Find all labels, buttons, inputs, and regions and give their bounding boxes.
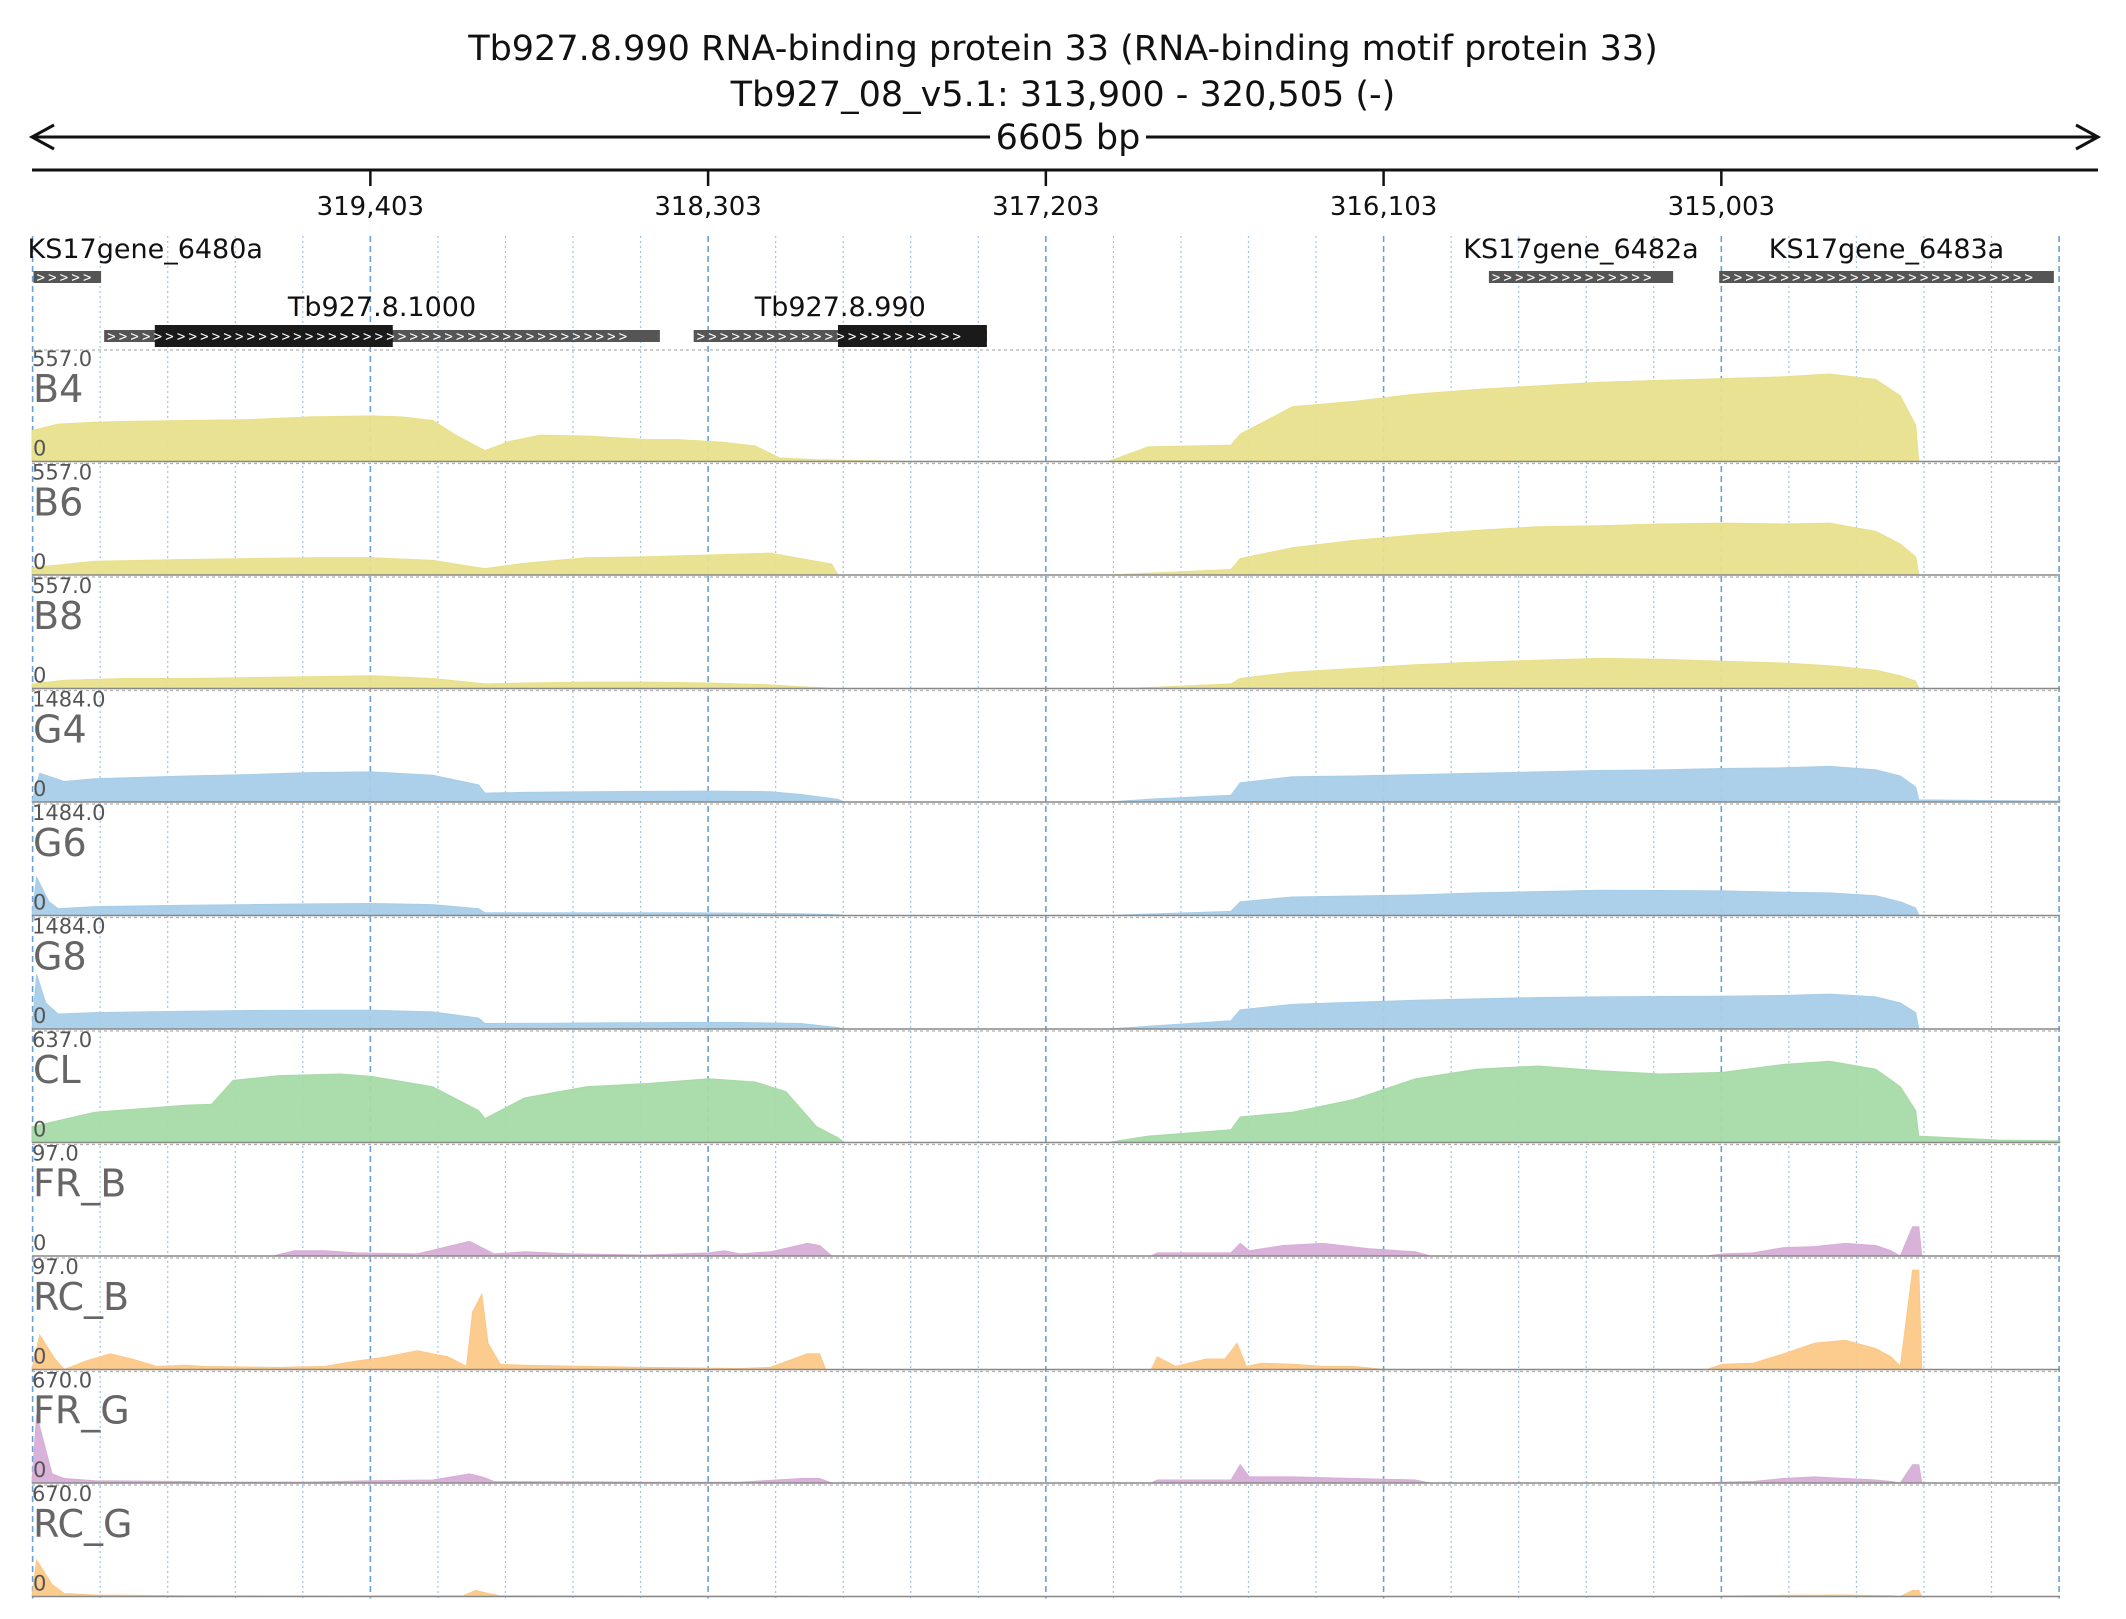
gene-label: Tb927.8.990 <box>754 292 926 323</box>
track-min-label: 0 <box>33 1345 46 1369</box>
track-max-label: 1484.0 <box>32 801 105 825</box>
tick-label: 316,103 <box>1330 192 1438 222</box>
track-name: RC_B <box>33 1275 129 1319</box>
gene-body <box>1719 271 2054 283</box>
gene-feature: >>>>>>>>>>>>>> KS17gene_6482a <box>1463 234 1698 286</box>
track-min-label: 0 <box>33 777 46 801</box>
gene-body <box>33 271 102 283</box>
track-name: FR_B <box>33 1162 126 1206</box>
coverage-area <box>31 373 2060 462</box>
coverage-track: 557.0B8 0 <box>31 574 2060 690</box>
coverage-tracks: 557.0B40557.0B60557.0B801484.0G401484.0G… <box>31 347 2061 1598</box>
coverage-track: 670.0RC_G 0 <box>31 1482 2060 1598</box>
gene-feature: >>>>>>>>>>>>>>>>>>>>>>>>>>>>>>>>>>>>>>>>… <box>104 292 660 347</box>
gene-feature: >>>>> KS17gene_6480a <box>28 234 263 286</box>
coverage-track: 97.0FR_B 0 <box>32 1142 2060 1257</box>
track-min-label: 0 <box>33 891 46 915</box>
track-min-label: 0 <box>33 550 46 574</box>
chart-title: Tb927.8.990 RNA-binding protein 33 (RNA-… <box>467 29 1658 69</box>
coverage-track: 1484.0G4 0 <box>31 688 2061 803</box>
track-max-label: 557.0 <box>32 461 92 485</box>
coverage-track: 1484.0G8 0 <box>31 915 2060 1030</box>
track-name: B6 <box>33 481 83 525</box>
coverage-area <box>31 1269 2060 1371</box>
gene-label: Tb927.8.1000 <box>287 292 476 323</box>
strand-arrows: >>>>>>>>>>>>>>>>>>>>>>>>>>>>>>>>>>>>>>>>… <box>107 329 630 345</box>
track-min-label: 0 <box>33 1458 46 1482</box>
track-min-label: 0 <box>33 1004 46 1028</box>
coverage-area <box>31 657 2060 689</box>
track-max-label: 557.0 <box>32 574 92 598</box>
track-max-label: 97.0 <box>32 1142 79 1166</box>
tick-label: 317,203 <box>992 192 1100 222</box>
track-min-label: 0 <box>33 1231 46 1255</box>
track-min-label: 0 <box>33 664 46 688</box>
strand-arrows: >>>>>>>>>>>>>> <box>1492 270 1655 286</box>
tick-label: 318,303 <box>654 192 762 222</box>
coverage-track: 637.0CL 0 <box>31 1028 2061 1144</box>
track-max-label: 97.0 <box>32 1255 79 1279</box>
gene-feature: >>>>>>>>>>>>>>>>>>>>>>>>>>> KS17gene_6483… <box>1719 234 2054 286</box>
coverage-track: 1484.0G6 0 <box>31 801 2060 917</box>
coverage-area <box>31 522 2060 576</box>
coverage-track: 97.0RC_B 0 <box>31 1255 2060 1371</box>
coverage-track: 670.0FR_G 0 <box>31 1369 2060 1484</box>
coverage-track: 557.0B6 0 <box>31 461 2060 576</box>
gene-label: KS17gene_6480a <box>28 234 263 265</box>
track-name: G4 <box>33 708 87 752</box>
strand-arrows: >>>>>>>>>>>>>>>>>>>>>>> <box>697 329 964 345</box>
coverage-track: 557.0B4 0 <box>31 347 2060 463</box>
track-name: B8 <box>33 594 83 638</box>
x-axis: 319,403 318,303 317,203 316,103 315,003 <box>317 170 1776 222</box>
coverage-area <box>32 1226 2060 1257</box>
chart-subtitle: Tb927_08_v5.1: 313,900 - 320,505 (-) <box>730 75 1396 115</box>
gene-body <box>1488 271 1674 283</box>
track-name: B4 <box>33 367 83 411</box>
track-max-label: 670.0 <box>32 1482 92 1506</box>
track-name: G6 <box>33 821 87 865</box>
track-max-label: 637.0 <box>32 1028 92 1052</box>
strand-arrows: >>>>>>>>>>>>>>>>>>>>>>>>>>> <box>1722 270 2036 286</box>
track-max-label: 1484.0 <box>32 915 105 939</box>
tick-label: 319,403 <box>317 192 425 222</box>
track-min-label: 0 <box>33 1572 46 1596</box>
gene-cds <box>837 325 987 347</box>
span-arrow-right-icon <box>2075 123 2102 151</box>
track-name: CL <box>33 1048 81 1092</box>
span-label: 6605 bp <box>996 118 1141 158</box>
gene-annotation-track: >>>>>KS17gene_6480a>>>>>>>>>>>>>>>>>>>>>… <box>28 234 2054 347</box>
track-min-label: 0 <box>33 1118 46 1142</box>
track-max-label: 670.0 <box>32 1369 92 1393</box>
span-arrow-left-icon <box>28 123 55 151</box>
strand-arrows: >>>>> <box>37 270 95 286</box>
track-max-label: 1484.0 <box>32 688 105 712</box>
track-name: FR_G <box>33 1389 130 1433</box>
tick-label: 315,003 <box>1668 192 1776 222</box>
track-name: RC_G <box>33 1502 133 1546</box>
coverage-area <box>31 765 2061 803</box>
gene-feature: >>>>>>>>>>>>>>>>>>>>>>> Tb927.8.990 <box>693 292 987 347</box>
track-max-label: 557.0 <box>32 347 92 371</box>
span-ruler: 6605 bp <box>28 118 2102 158</box>
gene-label: KS17gene_6482a <box>1463 234 1698 265</box>
coverage-area <box>31 1414 2060 1484</box>
track-name: G8 <box>33 935 87 979</box>
gene-cds <box>154 325 393 347</box>
gene-label: KS17gene_6483a <box>1769 234 2004 265</box>
track-min-label: 0 <box>33 437 46 461</box>
